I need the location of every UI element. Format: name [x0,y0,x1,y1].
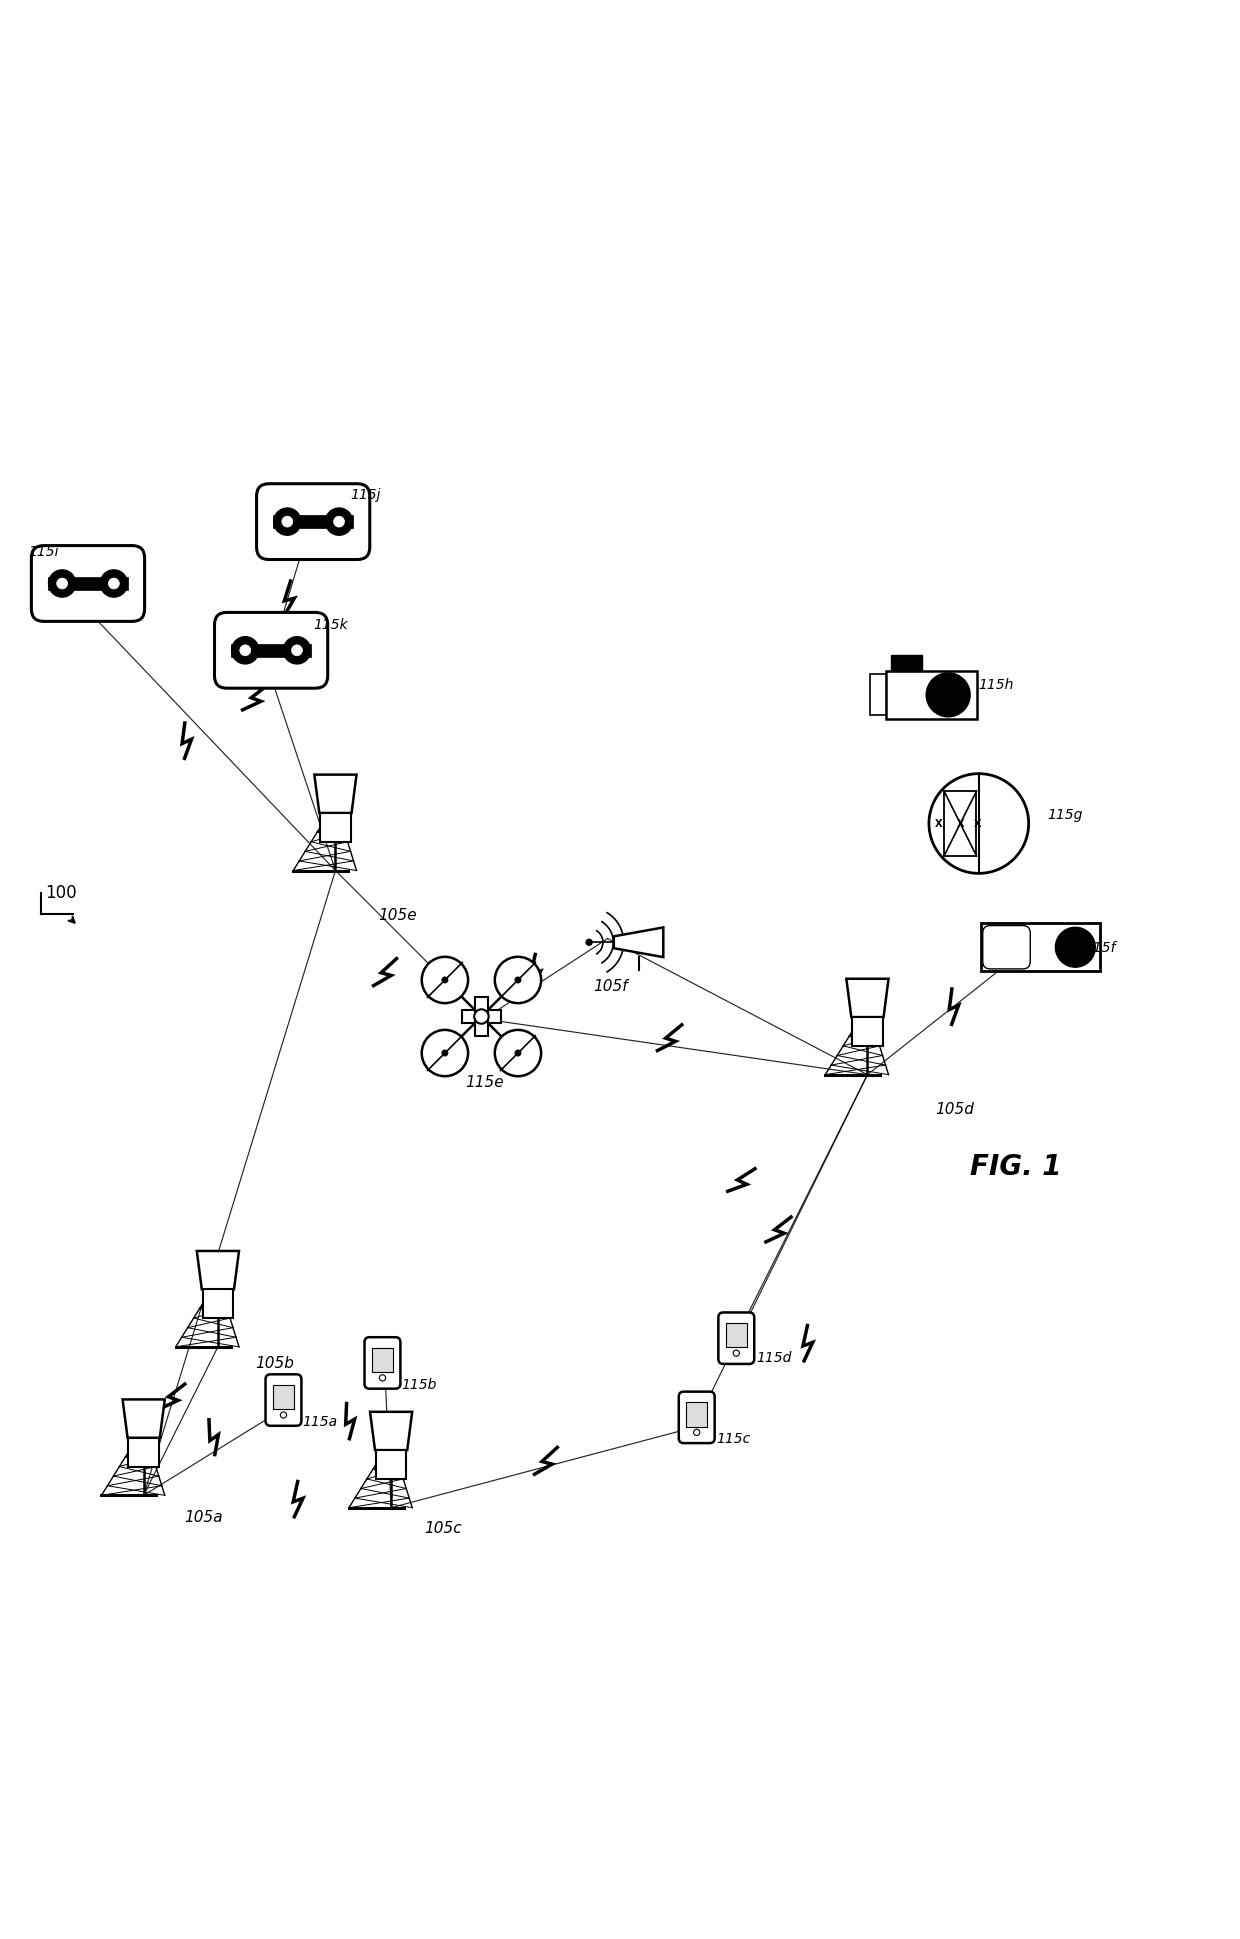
Text: FIG. 1: FIG. 1 [970,1154,1061,1181]
Text: X: X [973,818,981,828]
Circle shape [239,646,250,655]
Circle shape [587,938,591,944]
Bar [273,516,353,527]
Polygon shape [315,776,357,812]
FancyBboxPatch shape [983,925,1030,970]
Bar [686,1402,707,1427]
Circle shape [495,1030,541,1076]
Bar [870,675,887,715]
Bar [852,1018,883,1047]
FancyBboxPatch shape [265,1375,301,1425]
Text: 100: 100 [45,884,77,902]
FancyBboxPatch shape [257,483,370,560]
Bar [202,1289,233,1319]
Circle shape [495,956,541,1002]
Circle shape [108,578,119,589]
Circle shape [422,1030,467,1076]
Text: 105e: 105e [378,907,418,923]
FancyBboxPatch shape [31,545,145,620]
Bar [273,1384,294,1410]
Circle shape [693,1429,699,1435]
Bar [48,578,128,589]
Text: 115h: 115h [978,679,1014,692]
Circle shape [1055,927,1095,968]
Circle shape [929,774,1029,873]
Bar [320,812,351,842]
Circle shape [422,956,467,1002]
Text: 115i: 115i [29,545,60,558]
Circle shape [48,570,76,597]
Polygon shape [197,1251,239,1289]
Bar [944,791,976,855]
Bar [232,644,311,657]
Text: 115a: 115a [303,1415,337,1429]
Bar [725,1322,746,1348]
Bar [463,1010,501,1024]
Circle shape [515,977,521,983]
Text: 105a: 105a [185,1510,223,1526]
Circle shape [291,646,303,655]
Bar [887,671,977,719]
Polygon shape [123,1400,165,1439]
Text: X: X [935,818,942,828]
Bar [890,655,923,671]
Circle shape [100,570,128,597]
FancyBboxPatch shape [365,1338,401,1388]
Text: 115c: 115c [717,1433,750,1446]
Bar [372,1348,393,1373]
Circle shape [379,1375,386,1381]
Circle shape [284,636,310,663]
Text: 115k: 115k [314,619,347,632]
Circle shape [232,636,259,663]
Text: 115j: 115j [350,489,381,502]
Bar [981,923,1100,971]
Text: 105c: 105c [424,1522,463,1536]
Circle shape [334,516,345,527]
Text: 115g: 115g [1047,809,1083,822]
Text: 115f: 115f [1084,942,1116,956]
Circle shape [280,1412,286,1417]
Circle shape [274,508,301,535]
Bar [128,1439,159,1468]
Circle shape [325,508,352,535]
FancyBboxPatch shape [678,1392,714,1443]
Circle shape [926,673,970,717]
Polygon shape [370,1412,412,1450]
Text: 115e: 115e [465,1074,503,1090]
Circle shape [733,1350,739,1355]
Circle shape [443,1051,448,1057]
Circle shape [515,1051,521,1057]
Text: 115b: 115b [401,1379,436,1392]
Bar [376,1450,407,1479]
FancyBboxPatch shape [215,613,327,688]
Bar [475,997,487,1035]
Circle shape [57,578,68,589]
Text: X: X [956,818,963,828]
Text: 105b: 105b [255,1355,294,1371]
FancyBboxPatch shape [718,1313,754,1363]
Text: 115d: 115d [756,1351,791,1365]
Text: 105f: 105f [593,979,627,995]
Polygon shape [847,979,889,1018]
Circle shape [281,516,293,527]
Circle shape [443,977,448,983]
Circle shape [474,1010,489,1024]
Polygon shape [614,927,663,958]
Text: 105d: 105d [935,1101,975,1117]
